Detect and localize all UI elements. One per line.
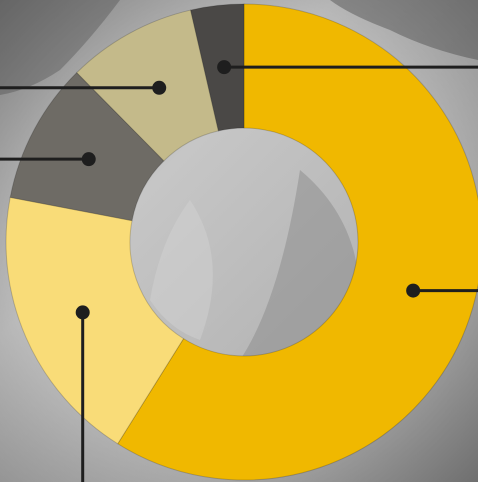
donut-slice-1 [117, 3, 478, 481]
leader-dot-1 [406, 283, 421, 298]
leader-dot-3 [81, 152, 96, 167]
leader-lines [0, 60, 478, 482]
leader-dot-2 [75, 305, 90, 320]
donut-slices [5, 3, 478, 481]
donut-slice-4 [76, 9, 220, 162]
leader-dot-5 [217, 60, 232, 75]
donut-slice-2 [5, 196, 185, 445]
leader-dot-4 [152, 80, 167, 95]
